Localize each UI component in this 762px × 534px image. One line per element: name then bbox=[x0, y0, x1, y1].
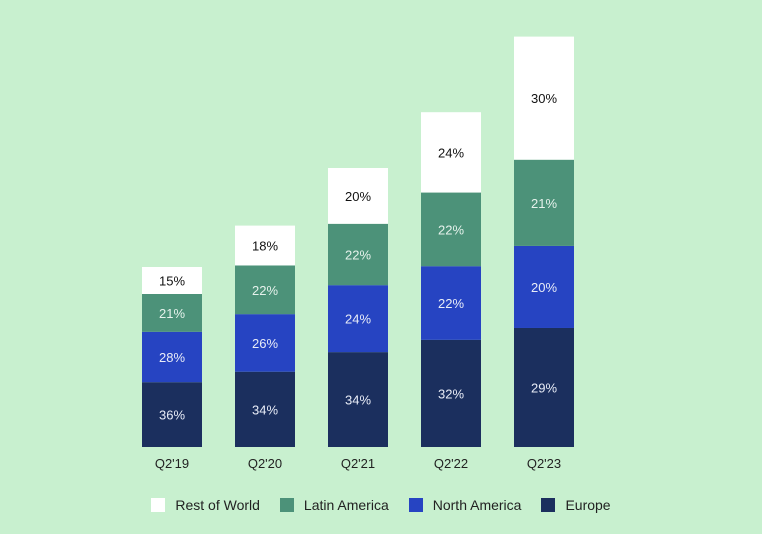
data-label: 22% bbox=[438, 296, 464, 311]
bar-segment bbox=[142, 382, 202, 447]
legend-swatch bbox=[541, 498, 556, 512]
data-label: 32% bbox=[438, 386, 464, 401]
bar-segment bbox=[235, 265, 295, 315]
bar-segment bbox=[328, 285, 388, 353]
bar-segment bbox=[421, 112, 481, 193]
x-tick-label: Q2'19 bbox=[155, 456, 189, 471]
data-label: 21% bbox=[159, 306, 185, 321]
x-tick-label: Q2'23 bbox=[527, 456, 561, 471]
data-label: 18% bbox=[252, 239, 278, 254]
data-label: 34% bbox=[252, 402, 278, 417]
data-label: 28% bbox=[159, 350, 185, 365]
legend-item: Rest of World bbox=[151, 497, 260, 513]
bar-group: 32% 22% 22% 24% bbox=[421, 112, 481, 447]
legend-item: North America bbox=[408, 497, 522, 513]
data-label: 20% bbox=[531, 280, 557, 295]
legend-swatch bbox=[408, 498, 423, 512]
bar-segment bbox=[235, 314, 295, 372]
legend-swatch bbox=[151, 498, 166, 512]
bar-group: 36% 28% 21% 15% bbox=[142, 267, 202, 447]
data-label: 30% bbox=[531, 91, 557, 106]
data-label: 15% bbox=[159, 274, 185, 289]
bar-segment bbox=[421, 339, 481, 447]
bar-segment bbox=[514, 245, 574, 328]
legend-item: Europe bbox=[541, 497, 611, 513]
x-tick-label: Q2'20 bbox=[248, 456, 282, 471]
x-tick-label: Q2'21 bbox=[341, 456, 375, 471]
data-label: 24% bbox=[438, 145, 464, 160]
bar-segment bbox=[142, 294, 202, 332]
bar-segment bbox=[142, 267, 202, 294]
x-tick-label: Q2'22 bbox=[434, 456, 468, 471]
legend-label: North America bbox=[432, 497, 522, 513]
data-label: 22% bbox=[438, 222, 464, 237]
bar-segment bbox=[514, 327, 574, 447]
bar-segment bbox=[421, 266, 481, 340]
chart-legend: Rest of World Latin America North America E… bbox=[0, 494, 762, 516]
bar-group: 29% 20% 21% 30% bbox=[514, 36, 574, 447]
legend-item: Latin America bbox=[279, 497, 389, 513]
data-label: 22% bbox=[252, 283, 278, 298]
legend-label: Europe bbox=[565, 497, 611, 513]
bar-segment bbox=[328, 223, 388, 286]
data-label: 21% bbox=[531, 196, 557, 211]
bar-segment bbox=[514, 36, 574, 160]
data-label: 20% bbox=[345, 189, 371, 204]
bar-segment bbox=[328, 168, 388, 224]
bar-segment bbox=[514, 159, 574, 246]
data-label: 22% bbox=[345, 247, 371, 262]
bar-segment bbox=[328, 352, 388, 447]
bar-segment bbox=[421, 192, 481, 267]
bar-group: 34% 24% 22% 20% bbox=[328, 168, 388, 447]
data-label: 24% bbox=[345, 312, 371, 327]
data-label: 26% bbox=[252, 336, 278, 351]
legend-label: Latin America bbox=[303, 497, 389, 513]
data-label: 34% bbox=[345, 393, 371, 408]
legend-label: Rest of World bbox=[175, 497, 260, 513]
legend-swatch bbox=[279, 498, 294, 512]
data-label: 29% bbox=[531, 380, 557, 395]
data-label: 36% bbox=[159, 408, 185, 423]
bar-segment bbox=[235, 225, 295, 266]
bar-group: 34% 26% 22% 18% bbox=[235, 225, 295, 447]
bar-segment bbox=[235, 371, 295, 447]
bar-segment bbox=[142, 331, 202, 383]
